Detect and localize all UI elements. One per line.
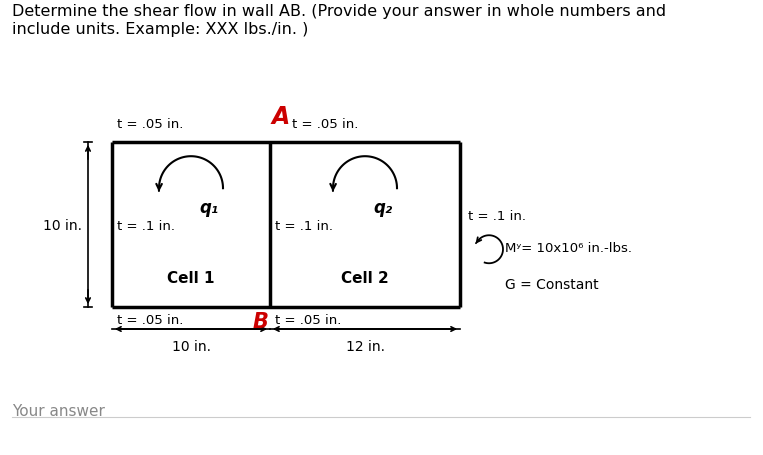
Text: Mʸ= 10x10⁶ in.-lbs.: Mʸ= 10x10⁶ in.-lbs. [505, 241, 632, 254]
Text: 12 in.: 12 in. [346, 339, 385, 353]
Text: t = .05 in.: t = .05 in. [117, 118, 183, 131]
Text: B: B [252, 311, 268, 331]
Text: A: A [272, 105, 290, 129]
Text: G = Constant: G = Constant [505, 278, 599, 292]
Text: Determine the shear flow in wall AB. (Provide your answer in whole numbers and: Determine the shear flow in wall AB. (Pr… [12, 4, 666, 19]
Text: Cell 1: Cell 1 [167, 270, 214, 285]
Text: t = .1 in.: t = .1 in. [117, 220, 175, 233]
Text: q₁: q₁ [199, 199, 218, 217]
Text: t = .05 in.: t = .05 in. [292, 118, 359, 131]
Text: q₂: q₂ [373, 199, 392, 217]
Text: t = .05 in.: t = .05 in. [275, 313, 341, 326]
Text: Your answer: Your answer [12, 403, 105, 418]
Text: 10 in.: 10 in. [43, 218, 82, 232]
Text: include units. Example: XXX lbs./in. ): include units. Example: XXX lbs./in. ) [12, 22, 308, 37]
Text: t = .05 in.: t = .05 in. [117, 313, 183, 326]
Text: t = .1 in.: t = .1 in. [275, 220, 333, 233]
Text: Cell 2: Cell 2 [341, 270, 389, 285]
Text: 10 in.: 10 in. [172, 339, 211, 353]
Text: t = .1 in.: t = .1 in. [468, 210, 526, 223]
